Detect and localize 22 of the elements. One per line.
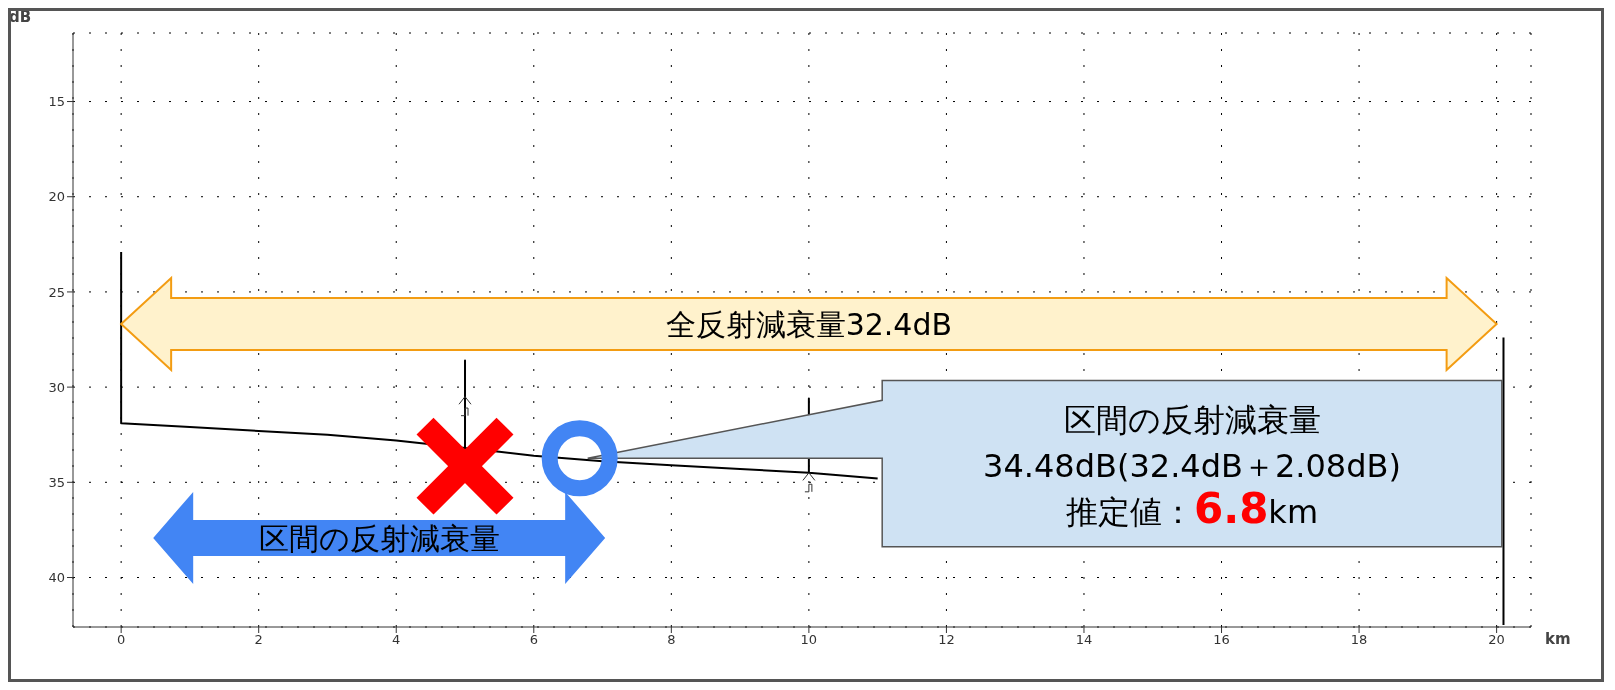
x-tick-label: 4: [392, 632, 401, 648]
x-tick-label: 0: [117, 632, 126, 648]
annotation: 区間の反射減衰量 34.48dB(32.4dB＋2.08dB) 推定値：6.8km: [983, 400, 1401, 534]
y-tick-label: 20: [48, 189, 65, 205]
x-tick-label: 20: [1488, 632, 1505, 648]
y-tick-label: 25: [48, 284, 65, 300]
x-tick-label: 12: [938, 632, 955, 648]
x-tick-label: 10: [800, 632, 818, 648]
x-tick-label: 16: [1213, 632, 1230, 648]
callout-box: 区間の反射減衰量 34.48dB(32.4dB＋2.08dB) 推定値：6.8km: [586, 379, 1503, 548]
y-tick-label: 15: [48, 94, 65, 110]
y-tick-label: 30: [48, 379, 65, 395]
x-tick-label: 8: [667, 632, 676, 648]
x-tick-label: 14: [1075, 632, 1093, 648]
x-tick-label: 6: [529, 632, 538, 648]
x-tick-label: 2: [254, 632, 263, 648]
x-tick-label: 18: [1350, 632, 1368, 648]
x-axis-title: km: [1545, 630, 1571, 649]
y-tick-label: 35: [48, 474, 65, 490]
y-tick-label: 40: [48, 570, 65, 586]
annotation: 全反射減衰量32.4dB: [665, 307, 953, 343]
annotation: 区間の反射減衰量: [258, 520, 500, 556]
